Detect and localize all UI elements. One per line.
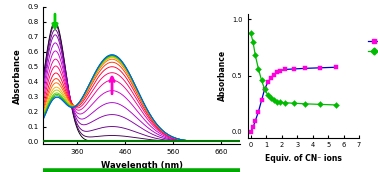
Y-axis label: Absorbance: Absorbance <box>218 50 226 101</box>
Y-axis label: Absorbance: Absorbance <box>13 48 22 104</box>
Legend: 430 nm, 310 nm: 430 nm, 310 nm <box>365 36 378 57</box>
X-axis label: Wavelength (nm): Wavelength (nm) <box>101 161 183 170</box>
X-axis label: Equiv. of CN⁻ ions: Equiv. of CN⁻ ions <box>265 154 342 163</box>
